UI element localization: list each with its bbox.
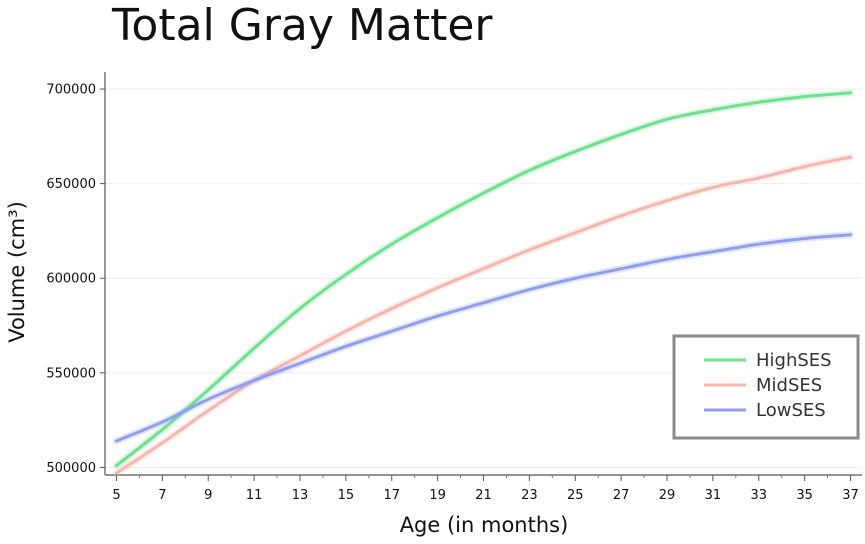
x-tick-label: 19 bbox=[429, 488, 446, 503]
x-tick-label: 9 bbox=[204, 488, 212, 503]
series-line-lowses bbox=[114, 233, 853, 443]
x-tick-label: 23 bbox=[521, 488, 538, 503]
y-tick-label: 700000 bbox=[46, 83, 96, 98]
legend-box bbox=[672, 334, 860, 440]
x-tick-label: 25 bbox=[567, 488, 584, 503]
series-line-highses bbox=[114, 91, 853, 468]
x-tick-label: 37 bbox=[842, 488, 859, 503]
x-tick-label: 13 bbox=[292, 488, 309, 503]
x-tick-label: 35 bbox=[796, 488, 813, 503]
x-axis-label: Age (in months) bbox=[400, 513, 569, 537]
x-tick-label: 15 bbox=[338, 488, 355, 503]
x-tick-label: 27 bbox=[613, 488, 630, 503]
x-tick-label: 7 bbox=[158, 488, 166, 503]
x-tick-label: 11 bbox=[246, 488, 263, 503]
series-line-midses bbox=[114, 155, 853, 475]
x-tick-label: 31 bbox=[705, 488, 722, 503]
legend-label-midses: MidSES bbox=[756, 375, 822, 396]
x-tick-label: 29 bbox=[659, 488, 676, 503]
y-tick-label: 600000 bbox=[46, 272, 96, 287]
y-tick-label: 500000 bbox=[46, 461, 96, 476]
y-tick-label: 650000 bbox=[46, 177, 96, 192]
y-tick-label: 550000 bbox=[46, 366, 96, 381]
legend-label-lowses: LowSES bbox=[756, 400, 826, 421]
x-tick-label: 33 bbox=[750, 488, 767, 503]
x-tick-label: 21 bbox=[475, 488, 492, 503]
chart-title: Total Gray Matter bbox=[111, 0, 493, 51]
x-tick-label: 5 bbox=[112, 488, 120, 503]
legend-items: HighSES MidSES LowSES bbox=[704, 350, 832, 421]
legend-label-highses: HighSES bbox=[756, 350, 832, 371]
y-axis-label: Volume (cm³) bbox=[5, 201, 29, 343]
x-ticks: 5 7 9 11 13 15 17 19 21 23 25 27 29 31 33 35 37 bbox=[112, 475, 859, 503]
series-lines bbox=[112, 89, 855, 477]
legend: HighSES MidSES LowSES bbox=[672, 334, 860, 440]
y-ticks: 500000 550000 600000 650000 700000 bbox=[46, 83, 105, 476]
x-tick-label: 17 bbox=[383, 488, 400, 503]
